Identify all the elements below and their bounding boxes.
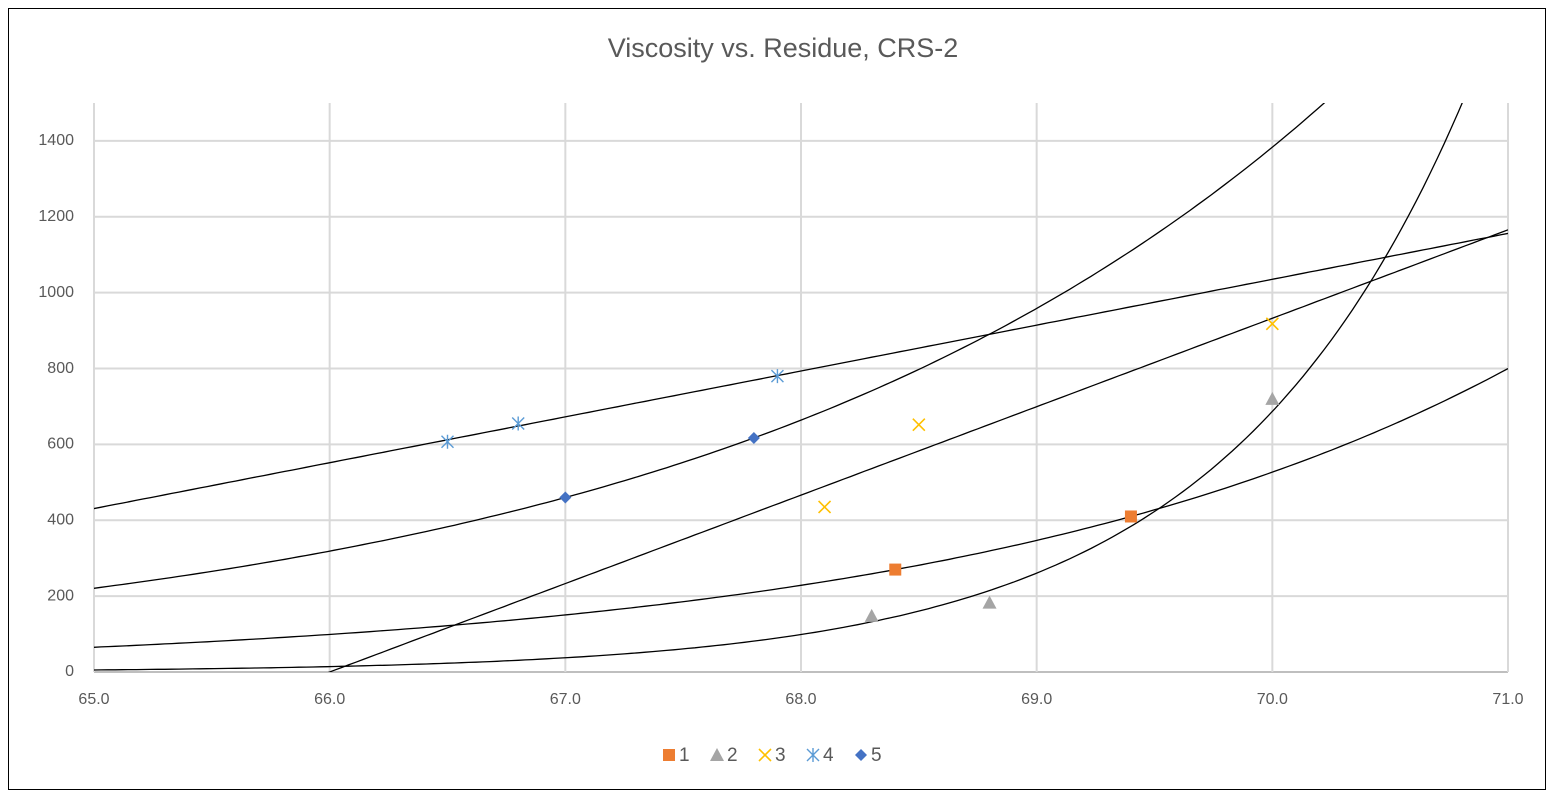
- chart-frame: [8, 8, 1546, 790]
- chart-title: Viscosity vs. Residue, CRS-2: [608, 33, 959, 63]
- marker: [441, 434, 454, 449]
- y-tick-label: 200: [47, 587, 74, 604]
- legend-item: 1: [663, 745, 690, 766]
- marker: [912, 418, 926, 432]
- legend-label: 5: [871, 745, 882, 766]
- x-tick-label: 67.0: [550, 691, 581, 708]
- legend-label: 2: [727, 745, 738, 766]
- trendline: [94, 103, 1326, 589]
- trendline: [327, 229, 1508, 672]
- legend-item: 2: [710, 745, 738, 766]
- marker: [663, 749, 675, 761]
- legend-label: 3: [775, 745, 786, 766]
- marker: [511, 416, 525, 431]
- marker: [1265, 391, 1280, 405]
- marker: [710, 748, 724, 761]
- marker: [889, 563, 902, 576]
- trendlines: [94, 103, 1508, 672]
- y-tick-label: 0: [65, 663, 74, 680]
- legend-item: 3: [758, 745, 786, 766]
- legend-item: 4: [806, 745, 834, 766]
- marker: [1124, 510, 1137, 523]
- x-tick-label: 71.0: [1492, 691, 1523, 708]
- y-tick-label: 1200: [38, 208, 74, 225]
- legend-label: 4: [823, 745, 834, 766]
- x-tick-label: 69.0: [1021, 691, 1052, 708]
- legend-item: 5: [855, 745, 882, 766]
- trendline: [94, 232, 1508, 510]
- marker: [758, 748, 772, 762]
- marker: [770, 369, 784, 384]
- marker: [982, 595, 997, 609]
- x-tick-label: 65.0: [78, 691, 109, 708]
- marker: [559, 491, 572, 504]
- x-tick-label: 70.0: [1257, 691, 1288, 708]
- y-tick-label: 1400: [38, 132, 74, 149]
- marker: [855, 749, 867, 761]
- x-tick-label: 68.0: [785, 691, 816, 708]
- marker: [1265, 317, 1279, 331]
- y-tick-label: 600: [47, 436, 74, 453]
- trendline: [94, 103, 1463, 671]
- trendline: [94, 368, 1508, 648]
- y-tick-label: 1000: [38, 284, 74, 301]
- y-tick-label: 400: [47, 511, 74, 528]
- marker: [818, 500, 832, 514]
- marker: [747, 431, 760, 444]
- marker: [864, 608, 879, 622]
- y-tick-label: 800: [47, 360, 74, 377]
- marker: [806, 748, 820, 762]
- x-tick-label: 66.0: [314, 691, 345, 708]
- legend-label: 1: [679, 745, 690, 766]
